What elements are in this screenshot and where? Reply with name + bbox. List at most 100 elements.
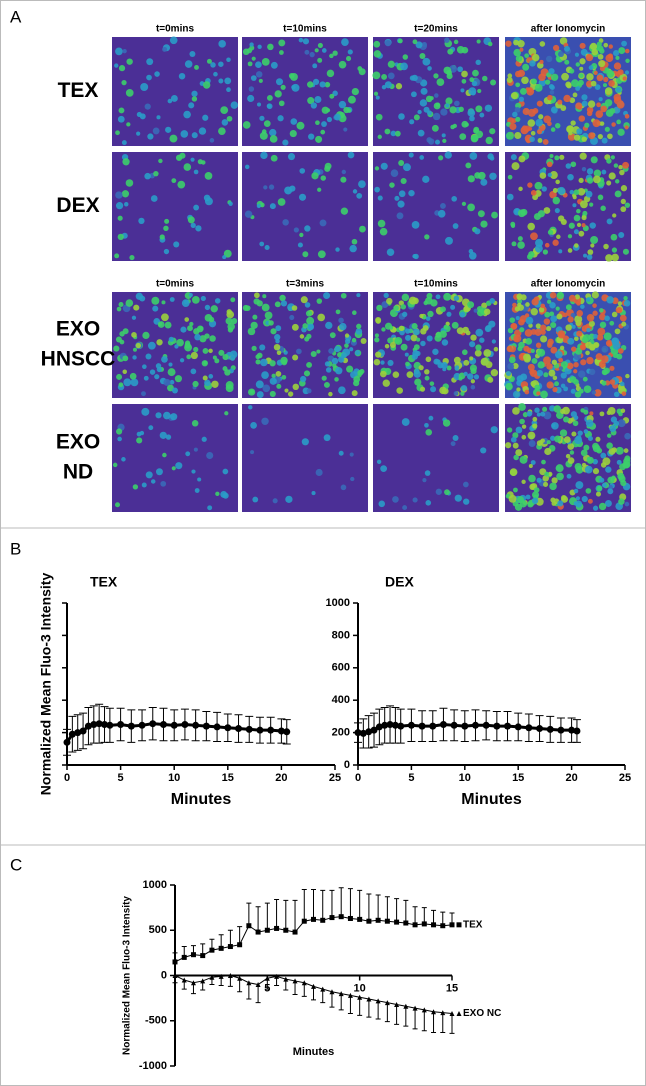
data-point — [235, 725, 243, 733]
cell — [247, 94, 255, 103]
cell — [467, 175, 475, 183]
cell — [545, 55, 553, 63]
cell — [125, 88, 134, 97]
cell — [524, 53, 529, 59]
cell — [566, 473, 572, 479]
cell — [538, 114, 544, 120]
cell — [451, 321, 459, 329]
cell — [190, 157, 195, 162]
cell — [171, 387, 178, 394]
cell — [599, 477, 605, 483]
cell — [209, 335, 216, 342]
cell — [549, 291, 557, 299]
cell — [436, 78, 445, 86]
cell — [419, 99, 428, 107]
cell — [527, 363, 535, 371]
column-header: t=3mins — [286, 279, 325, 290]
cell — [425, 428, 433, 436]
cell — [124, 202, 129, 207]
cell — [505, 442, 512, 449]
cell — [299, 334, 305, 339]
cell — [536, 129, 543, 135]
cell — [569, 189, 575, 195]
data-point — [320, 917, 326, 923]
cell — [117, 115, 125, 123]
cell — [401, 293, 410, 302]
cell — [619, 314, 627, 322]
cell — [461, 70, 468, 78]
cell — [577, 188, 586, 196]
cell — [320, 129, 326, 135]
cell — [615, 446, 624, 455]
cell — [255, 380, 264, 389]
cell — [227, 327, 234, 333]
cell — [266, 103, 273, 110]
cell — [573, 362, 579, 368]
data-point — [101, 721, 109, 728]
cell — [524, 389, 530, 395]
cell — [437, 362, 444, 369]
cell — [169, 36, 178, 45]
cell — [164, 218, 170, 224]
cell — [598, 502, 607, 511]
cell — [565, 324, 572, 331]
cell — [354, 350, 361, 356]
series-label: EXO NC — [463, 1008, 501, 1019]
cell — [351, 238, 358, 245]
cell — [597, 133, 603, 140]
data-point — [218, 973, 224, 979]
data-point — [403, 920, 409, 926]
data-point — [347, 915, 353, 921]
cell — [548, 369, 556, 377]
column-header: t=20mins — [414, 24, 458, 35]
cell — [576, 330, 583, 337]
cell — [509, 317, 516, 323]
cell — [298, 37, 304, 43]
cell — [473, 128, 479, 134]
micrograph — [373, 404, 499, 512]
cell — [161, 313, 169, 322]
cell — [460, 384, 468, 392]
cell — [556, 472, 564, 481]
cell — [171, 466, 176, 471]
cell — [373, 358, 381, 366]
cell — [564, 59, 570, 65]
cell — [251, 345, 257, 351]
cell — [603, 76, 609, 83]
error-bar — [338, 887, 344, 917]
cell — [512, 432, 519, 439]
cell — [505, 40, 512, 47]
error-bar — [375, 894, 381, 921]
cell — [173, 241, 180, 248]
cell — [262, 384, 271, 393]
cell — [587, 100, 596, 108]
cell — [570, 161, 577, 168]
cell — [311, 172, 319, 180]
cell — [454, 365, 460, 370]
cell — [249, 42, 254, 47]
cell — [380, 465, 388, 472]
row-label: ND — [63, 461, 93, 484]
cell — [474, 349, 482, 357]
micrograph — [242, 37, 368, 146]
data-point — [557, 726, 565, 734]
cell — [387, 72, 395, 80]
cell — [572, 420, 579, 427]
cell — [599, 411, 605, 417]
cell — [479, 112, 485, 118]
cell — [218, 61, 224, 67]
cell — [545, 79, 551, 85]
data-point — [68, 730, 76, 738]
cell — [603, 42, 609, 48]
cell — [480, 178, 488, 186]
data-point — [536, 725, 544, 733]
cell — [521, 479, 526, 484]
cell — [586, 328, 591, 333]
cell — [285, 495, 293, 503]
cell — [463, 371, 468, 377]
cell — [296, 348, 302, 355]
error-bar — [283, 899, 289, 931]
cell — [383, 292, 389, 299]
error-bar — [394, 1004, 400, 1025]
x-tick-label: 10 — [168, 772, 180, 784]
